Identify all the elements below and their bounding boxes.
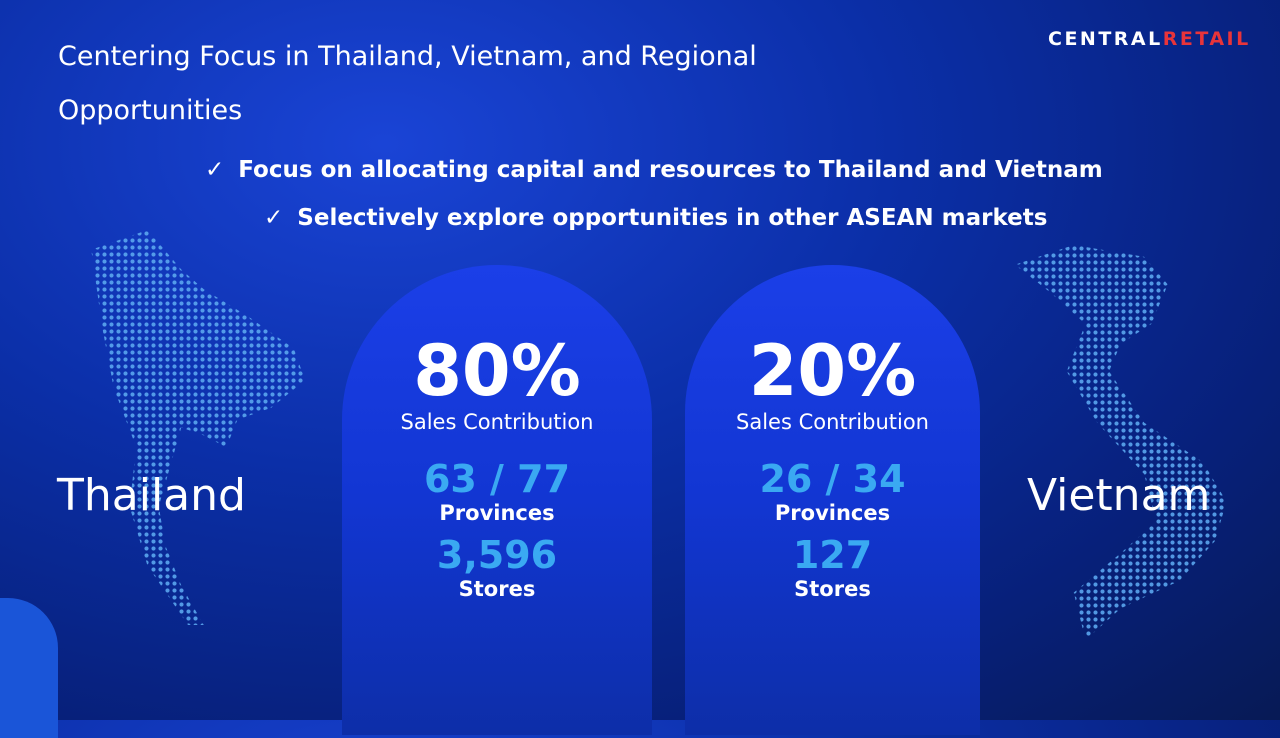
stores-label: Stores [458,577,536,601]
sales-label: Sales Contribution [736,410,929,434]
stores-label: Stores [794,577,871,601]
thailand-map [91,230,305,625]
provinces-label: Provinces [439,501,555,525]
sales-pct: 80% [413,330,581,412]
check-icon: ✓ [264,205,284,231]
vietnam-map [1015,245,1227,640]
central-retail-logo: CENTRALRETAIL [1048,28,1251,50]
bullet-item: ✓ Focus on allocating capital and resourc… [205,157,1103,183]
provinces-label: Provinces [774,501,891,525]
thailand-stats-card: 80% Sales Contribution 63 / 77 Provinces… [342,265,652,735]
page-title: Centering Focus in Thailand, Vietnam, an… [58,41,757,126]
check-icon: ✓ [205,157,225,183]
provinces-value: 26 / 34 [759,457,906,501]
bullet-item: ✓ Selectively explore opportunities in ot… [264,205,1048,231]
country-label-thailand: Thailand [57,470,246,521]
decorative-corner [0,598,58,738]
provinces-value: 63 / 77 [423,457,571,501]
stores-value: 3,596 [436,533,558,577]
country-label-vietnam: Vietnam [1027,470,1211,521]
sales-pct: 20% [748,330,917,412]
stores-value: 127 [792,533,873,577]
sales-label: Sales Contribution [400,410,594,434]
vietnam-stats-card: 20% Sales Contribution 26 / 34 Provinces… [685,265,980,735]
